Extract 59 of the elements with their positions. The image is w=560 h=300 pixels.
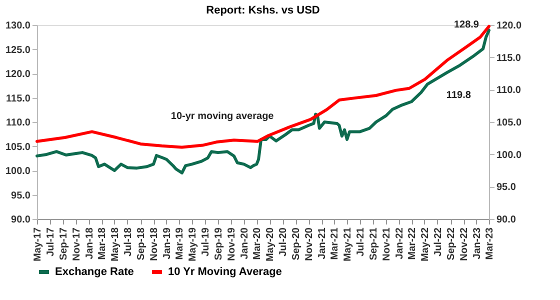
y2-tick-label: 95.0 <box>496 182 516 194</box>
x-tick-label: May-18 <box>110 227 121 262</box>
y-tick-label: 115.0 <box>6 93 31 104</box>
x-tick-label: May-21 <box>342 227 354 262</box>
x-tick-label: Jul-19 <box>200 227 212 256</box>
chart-title: Report: Kshs. vs USD <box>206 4 320 16</box>
x-tick-label: Jul-18 <box>122 227 134 256</box>
y-tick-label: 110.0 <box>6 118 31 128</box>
x-tick-label: Jan-19 <box>162 227 173 260</box>
y2-tick-label: 90.0 <box>496 214 516 226</box>
annotation: 10-yr moving average <box>170 111 274 122</box>
y2-tick-label: 100.0 <box>496 150 522 161</box>
x-tick-label: Sep-21 <box>368 227 380 260</box>
y-tick-label: 125.0 <box>5 44 31 56</box>
x-tick-label: Sep-20 <box>291 227 302 260</box>
y2-tick-label: 115.0 <box>496 52 522 64</box>
x-tick-label: Jan-21 <box>317 227 328 260</box>
x-tick-label: Jul-21 <box>355 227 366 256</box>
y-tick-label: 100.0 <box>5 166 31 177</box>
x-tick-label: Mar-19 <box>174 227 186 260</box>
x-tick-label: May-22 <box>420 227 431 262</box>
y-tick-label: 95.0 <box>11 190 31 202</box>
x-tick-label: Jan-18 <box>84 227 96 260</box>
x-tick-label: Jan-20 <box>239 227 250 260</box>
y-tick-label: 120.0 <box>5 69 31 80</box>
legend-label: 10 Yr Moving Average <box>168 266 282 278</box>
x-tick-label: Mar-21 <box>330 227 341 260</box>
x-tick-label: Sep-18 <box>136 227 148 260</box>
x-tick-label: Nov-19 <box>226 227 238 261</box>
x-tick-label: Nov-21 <box>382 227 393 261</box>
y-tick-label: 90.0 <box>11 214 31 226</box>
x-tick-label: Jul-17 <box>45 227 56 256</box>
x-tick-label: Sep-17 <box>58 227 70 260</box>
annotation: 128.9 <box>454 19 480 30</box>
x-tick-label: Nov-18 <box>149 227 160 261</box>
x-tick-label: Jan-23 <box>472 227 483 260</box>
y2-tick-label: 110.0 <box>496 85 522 96</box>
x-tick-label: Mar-18 <box>97 227 108 260</box>
x-tick-label: Jul-22 <box>432 227 444 256</box>
x-tick-label: Mar-23 <box>484 227 496 260</box>
x-tick-label: Jul-20 <box>278 227 290 256</box>
annotation: 119.8 <box>446 90 472 101</box>
x-tick-label: Mar-20 <box>252 227 264 260</box>
line-series <box>36 28 490 174</box>
x-tick-label: Jan-22 <box>394 227 406 260</box>
y2-tick-label: 105.0 <box>496 118 522 128</box>
y2-tick-label: 120.0 <box>496 20 522 32</box>
y-tick-label: 105.0 <box>5 142 31 153</box>
x-tick-label: Sep-19 <box>214 227 225 260</box>
x-tick-label: May-20 <box>265 227 276 262</box>
x-tick-label: May-19 <box>187 227 198 262</box>
legend-label: Exchange Rate <box>55 266 134 278</box>
x-tick-label: Mar-22 <box>407 227 418 260</box>
x-tick-label: Nov-22 <box>459 227 470 261</box>
x-tick-label: Nov-17 <box>72 227 83 261</box>
x-tick-label: May-17 <box>32 227 44 262</box>
x-tick-label: Sep-22 <box>446 227 458 260</box>
x-tick-label: Nov-20 <box>304 227 316 261</box>
y-tick-label: 130.0 <box>5 20 31 32</box>
